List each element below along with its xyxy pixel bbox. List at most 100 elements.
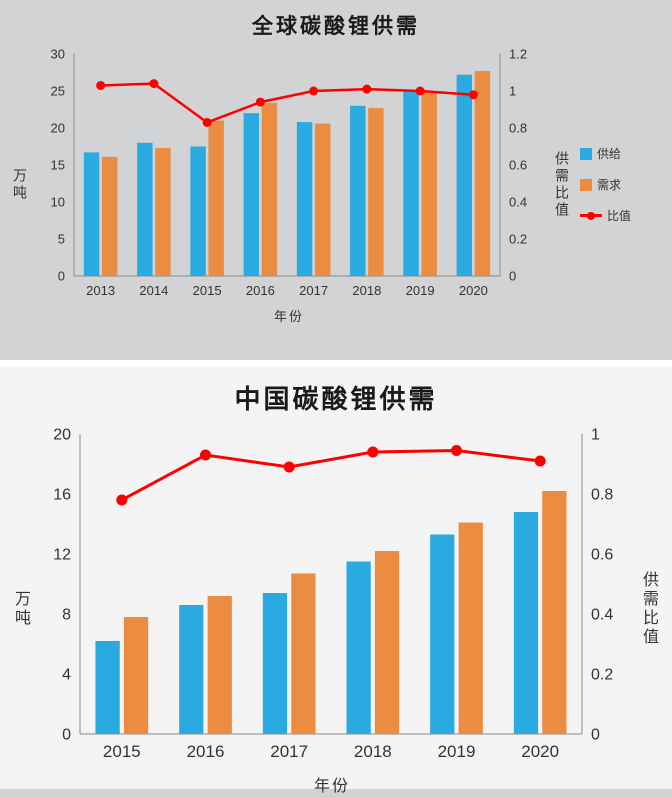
left-axis-title-china: 万吨: [12, 590, 29, 628]
demand-bar: [368, 108, 384, 277]
x-tick-label: 2013: [86, 283, 115, 298]
global-chart-row: 万吨 0 5 10 15 20 25 30 0 0.2 0.4 0.6 0.8 1 1.2 2013 2014…: [0, 44, 672, 325]
right-axis-title-global: 供需比值: [554, 150, 570, 219]
ratio-marker: [309, 86, 319, 96]
china-chart-panel: 中国碳酸锂供需 万吨 0 4 8 12 16 20 0 0.2 0.4 0.6 0.8 1 2015 20…: [0, 367, 672, 795]
y-right-tick-label: 0.6: [509, 158, 527, 173]
x-tick-label: 2015: [193, 283, 222, 298]
bottom-strip: [0, 789, 672, 797]
x-tick-label: 2017: [299, 283, 328, 298]
supply-bar: [456, 74, 473, 276]
demand-bar: [458, 522, 483, 734]
y-left-tick-label: 15: [51, 158, 65, 173]
china-chart-row: 万吨 0 4 8 12 16 20 0 0.2 0.4 0.6 0.8 1 2015 2016 2017 20…: [0, 422, 672, 796]
ratio-line: [121, 448, 541, 502]
chart-title-global: 全球碳酸锂供需: [252, 15, 420, 38]
y-right-tick-label: 0: [509, 269, 516, 284]
y-left-tick-label: 25: [51, 84, 65, 99]
demand-bar: [374, 551, 400, 734]
demand-swatch: [580, 178, 592, 191]
ratio-marker: [468, 90, 478, 100]
demand-bar: [123, 617, 149, 734]
y-right-tick-label: 0.4: [591, 607, 613, 624]
x-tick-label: 2020: [459, 283, 488, 298]
y-right-tick-label: 1.2: [509, 47, 527, 62]
x-tick-label: 2017: [270, 742, 308, 761]
x-tick-label: 2019: [406, 283, 435, 298]
right-axis-title-china: 供需比值: [640, 571, 657, 647]
legend: 供给 需求 比值: [580, 145, 631, 224]
demand-bar: [314, 123, 331, 276]
ratio-marker: [200, 449, 211, 461]
supply-bar: [350, 105, 366, 276]
ratio-marker: [255, 97, 265, 107]
x-tick-label: 2018: [354, 742, 392, 761]
ratio-marker: [367, 446, 379, 458]
supply-bar: [513, 512, 539, 734]
y-right-tick-label: 0.8: [591, 487, 613, 504]
supply-bar: [403, 91, 419, 276]
y-right-tick-label: 0.8: [509, 121, 527, 136]
demand-bar: [155, 147, 171, 276]
left-axis-title-global: 万吨: [12, 167, 28, 202]
x-axis-title-china: 年份: [313, 778, 350, 795]
y-left-tick-label: 0: [62, 727, 71, 744]
y-left-tick-label: 20: [53, 427, 71, 444]
supply-bar: [137, 142, 153, 276]
ratio-marker: [96, 80, 106, 90]
ratio-marker: [116, 494, 128, 506]
legend-item-ratio: 比值: [580, 207, 631, 224]
y-right-tick-label: 1: [509, 84, 516, 99]
chart-title-china: 中国碳酸锂供需: [234, 384, 438, 414]
ratio-marker: [534, 455, 546, 467]
y-left-tick-label: 30: [51, 47, 65, 62]
demand-bar: [207, 596, 232, 734]
global-plot-column: 0 5 10 15 20 25 30 0 0.2 0.4 0.6 0.8 1 1.2 2013 2014 201…: [30, 44, 548, 325]
ratio-swatch-dot: [587, 211, 595, 220]
legend-label-supply: 供给: [597, 147, 622, 161]
x-tick-label: 2020: [521, 742, 559, 761]
x-tick-label: 2019: [438, 742, 476, 761]
x-tick-label: 2016: [246, 283, 275, 298]
supply-bar: [262, 593, 288, 734]
y-right-tick-label: 0.2: [591, 667, 613, 684]
demand-bar: [101, 156, 118, 276]
x-axis-title-global: 年份: [273, 309, 304, 324]
x-tick-label: 2015: [103, 742, 141, 761]
y-left-tick-label: 16: [53, 487, 71, 504]
demand-bar: [208, 120, 224, 276]
legend-item-demand: 需求: [580, 176, 631, 193]
supply-bar: [179, 605, 204, 734]
global-chart-panel: 全球碳酸锂供需 万吨 0 5 10 15 20 25 30 0 0.2 0.4 0.6 0.8 1 1.2…: [0, 0, 672, 360]
legend-label-demand: 需求: [597, 178, 622, 192]
legend-item-supply: 供给: [580, 145, 631, 162]
y-left-tick-label: 8: [62, 607, 71, 624]
supply-bar: [95, 641, 120, 734]
y-right-tick-label: 1: [591, 427, 600, 444]
y-left-tick-label: 4: [62, 667, 71, 684]
panel-divider: [0, 360, 672, 367]
ratio-marker: [362, 84, 372, 94]
ratio-marker: [202, 117, 212, 127]
china-chart-svg: 0 4 8 12 16 20 0 0.2 0.4 0.6 0.8 1 2015 2016 2017 2018 2…: [53, 427, 613, 761]
y-right-tick-label: 0.2: [509, 232, 527, 247]
y-left-tick-label: 20: [51, 121, 65, 136]
global-chart-svg: 0 5 10 15 20 25 30 0 0.2 0.4 0.6 0.8 1 1.2 2013 2014 201…: [51, 47, 528, 298]
y-left-tick-label: 12: [53, 547, 71, 564]
supply-bar: [243, 113, 260, 276]
supply-bar: [190, 146, 206, 276]
supply-swatch: [580, 147, 592, 160]
china-plot-column: 0 4 8 12 16 20 0 0.2 0.4 0.6 0.8 1 2015 2016 2017 2018 2…: [32, 422, 632, 796]
ratio-marker: [283, 461, 295, 473]
x-tick-label: 2014: [139, 283, 168, 298]
supply-bar: [430, 534, 455, 734]
y-left-tick-label: 10: [51, 195, 65, 210]
y-right-tick-label: 0.6: [591, 547, 613, 564]
y-left-tick-label: 0: [58, 269, 65, 284]
ratio-swatch: [580, 211, 602, 220]
demand-bar: [474, 71, 491, 276]
demand-bar: [542, 491, 567, 734]
ratio-marker: [149, 79, 159, 89]
x-tick-label: 2018: [352, 283, 381, 298]
